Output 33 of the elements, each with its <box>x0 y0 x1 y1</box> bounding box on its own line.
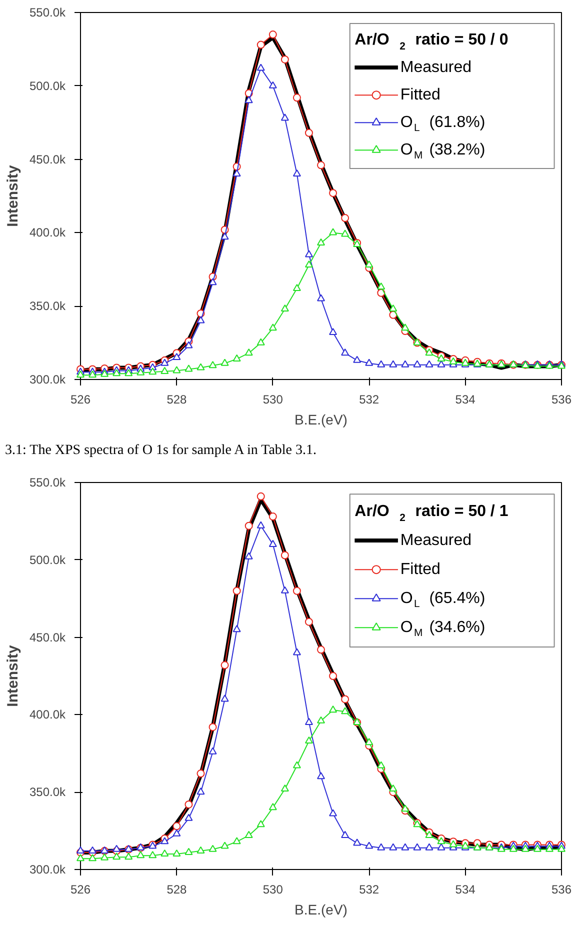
x-axis-title: B.E.(eV) <box>294 902 348 918</box>
y-tick-label: 400.0k <box>29 708 66 722</box>
x-tick-label: 530 <box>262 392 284 406</box>
legend-label: Measured <box>400 59 472 76</box>
y-tick-label: 400.0k <box>29 226 66 240</box>
x-tick-label: 536 <box>551 392 572 406</box>
x-tick-label: 526 <box>70 882 91 896</box>
y-tick-label: 450.0k <box>29 630 66 644</box>
y-tick-label: 300.0k <box>29 862 66 876</box>
y-tick-label: 350.0k <box>29 785 66 800</box>
y-tick-label: 450.0k <box>29 152 66 166</box>
x-tick-label: 534 <box>455 392 476 406</box>
legend-label: Fitted <box>400 561 440 578</box>
y-tick-label: 550.0k <box>29 476 66 490</box>
x-tick-label: 528 <box>166 882 188 896</box>
legend-label: Fitted <box>400 86 440 104</box>
x-tick-label: 532 <box>359 882 380 896</box>
legend-label: Measured <box>400 532 472 550</box>
x-tick-label: 526 <box>70 392 91 406</box>
y-tick-label: 500.0k <box>29 552 66 567</box>
x-tick-label: 530 <box>262 882 284 896</box>
y-axis-title: Intensity <box>4 164 22 227</box>
text: 3.1: The XPS spectra of O 1s for sample A in Table 3.1. <box>5 442 317 460</box>
x-tick-label: 534 <box>455 882 476 896</box>
y-tick-label: 350.0k <box>29 299 66 314</box>
x-axis-title: B.E.(eV) <box>294 412 348 428</box>
x-tick-label: 536 <box>551 882 572 896</box>
y-tick-label: 550.0k <box>29 6 66 20</box>
y-axis-title: Intensity <box>4 644 22 707</box>
x-tick-label: 532 <box>359 392 380 406</box>
y-tick-label: 500.0k <box>29 78 66 93</box>
y-tick-label: 300.0k <box>29 372 66 386</box>
x-tick-label: 528 <box>166 392 188 406</box>
